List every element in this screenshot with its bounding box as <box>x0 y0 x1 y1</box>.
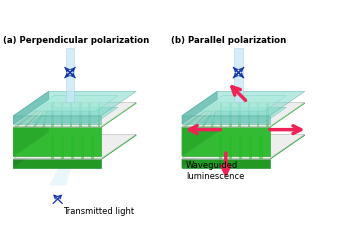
Polygon shape <box>13 104 49 128</box>
Polygon shape <box>182 160 270 168</box>
Polygon shape <box>13 92 49 125</box>
Polygon shape <box>13 128 101 156</box>
Polygon shape <box>13 104 49 156</box>
Polygon shape <box>13 160 101 168</box>
Polygon shape <box>182 116 270 125</box>
Polygon shape <box>182 104 217 128</box>
Polygon shape <box>182 103 305 127</box>
Polygon shape <box>248 104 250 128</box>
Text: Transmitted light: Transmitted light <box>63 206 134 215</box>
Polygon shape <box>13 159 101 160</box>
Polygon shape <box>13 104 136 128</box>
Polygon shape <box>61 135 64 160</box>
Polygon shape <box>13 92 136 116</box>
Polygon shape <box>200 108 286 123</box>
Polygon shape <box>88 104 91 128</box>
Polygon shape <box>182 104 217 128</box>
Polygon shape <box>182 136 217 168</box>
Polygon shape <box>220 104 222 128</box>
Text: (b) Parallel polarization: (b) Parallel polarization <box>171 36 286 45</box>
Polygon shape <box>200 96 286 112</box>
Polygon shape <box>182 159 270 160</box>
Polygon shape <box>42 104 49 128</box>
Polygon shape <box>13 127 101 128</box>
Polygon shape <box>13 136 136 160</box>
Polygon shape <box>24 104 49 128</box>
Polygon shape <box>266 104 269 128</box>
Polygon shape <box>13 104 49 128</box>
Polygon shape <box>182 104 217 156</box>
Polygon shape <box>51 135 54 160</box>
Polygon shape <box>239 135 242 160</box>
Polygon shape <box>202 104 217 128</box>
Polygon shape <box>91 135 94 160</box>
Polygon shape <box>79 104 82 128</box>
Polygon shape <box>14 104 49 128</box>
Polygon shape <box>13 136 49 168</box>
Bar <box>234 49 243 103</box>
Polygon shape <box>98 104 100 128</box>
Polygon shape <box>182 92 305 116</box>
Polygon shape <box>13 104 49 128</box>
Polygon shape <box>211 104 217 128</box>
Polygon shape <box>32 96 118 112</box>
Polygon shape <box>61 104 63 128</box>
Polygon shape <box>229 135 232 160</box>
Polygon shape <box>182 104 217 128</box>
Polygon shape <box>219 135 222 160</box>
Polygon shape <box>182 128 270 156</box>
Polygon shape <box>13 104 49 128</box>
Polygon shape <box>13 104 49 128</box>
Polygon shape <box>257 104 259 128</box>
Polygon shape <box>182 104 217 128</box>
Polygon shape <box>13 135 136 159</box>
Polygon shape <box>183 104 217 128</box>
Polygon shape <box>192 104 217 128</box>
Text: (a) Perpendicular polarization: (a) Perpendicular polarization <box>3 36 149 45</box>
Polygon shape <box>32 108 118 123</box>
Polygon shape <box>259 135 263 160</box>
Polygon shape <box>182 135 305 159</box>
Polygon shape <box>33 104 49 128</box>
Polygon shape <box>182 92 217 125</box>
Polygon shape <box>70 104 72 128</box>
Polygon shape <box>182 104 217 128</box>
Polygon shape <box>13 116 101 125</box>
Polygon shape <box>249 135 252 160</box>
Bar <box>66 49 74 103</box>
Polygon shape <box>182 104 305 128</box>
Polygon shape <box>51 104 54 128</box>
Polygon shape <box>81 135 84 160</box>
Polygon shape <box>13 103 136 127</box>
Text: Waveguided
luminescence: Waveguided luminescence <box>186 160 244 180</box>
Polygon shape <box>182 104 217 128</box>
Polygon shape <box>239 104 241 128</box>
Polygon shape <box>182 127 270 128</box>
Polygon shape <box>13 104 49 128</box>
Polygon shape <box>71 135 74 160</box>
Polygon shape <box>13 104 49 128</box>
Polygon shape <box>182 104 217 128</box>
Polygon shape <box>229 104 232 128</box>
Polygon shape <box>49 155 75 186</box>
Polygon shape <box>182 136 305 160</box>
